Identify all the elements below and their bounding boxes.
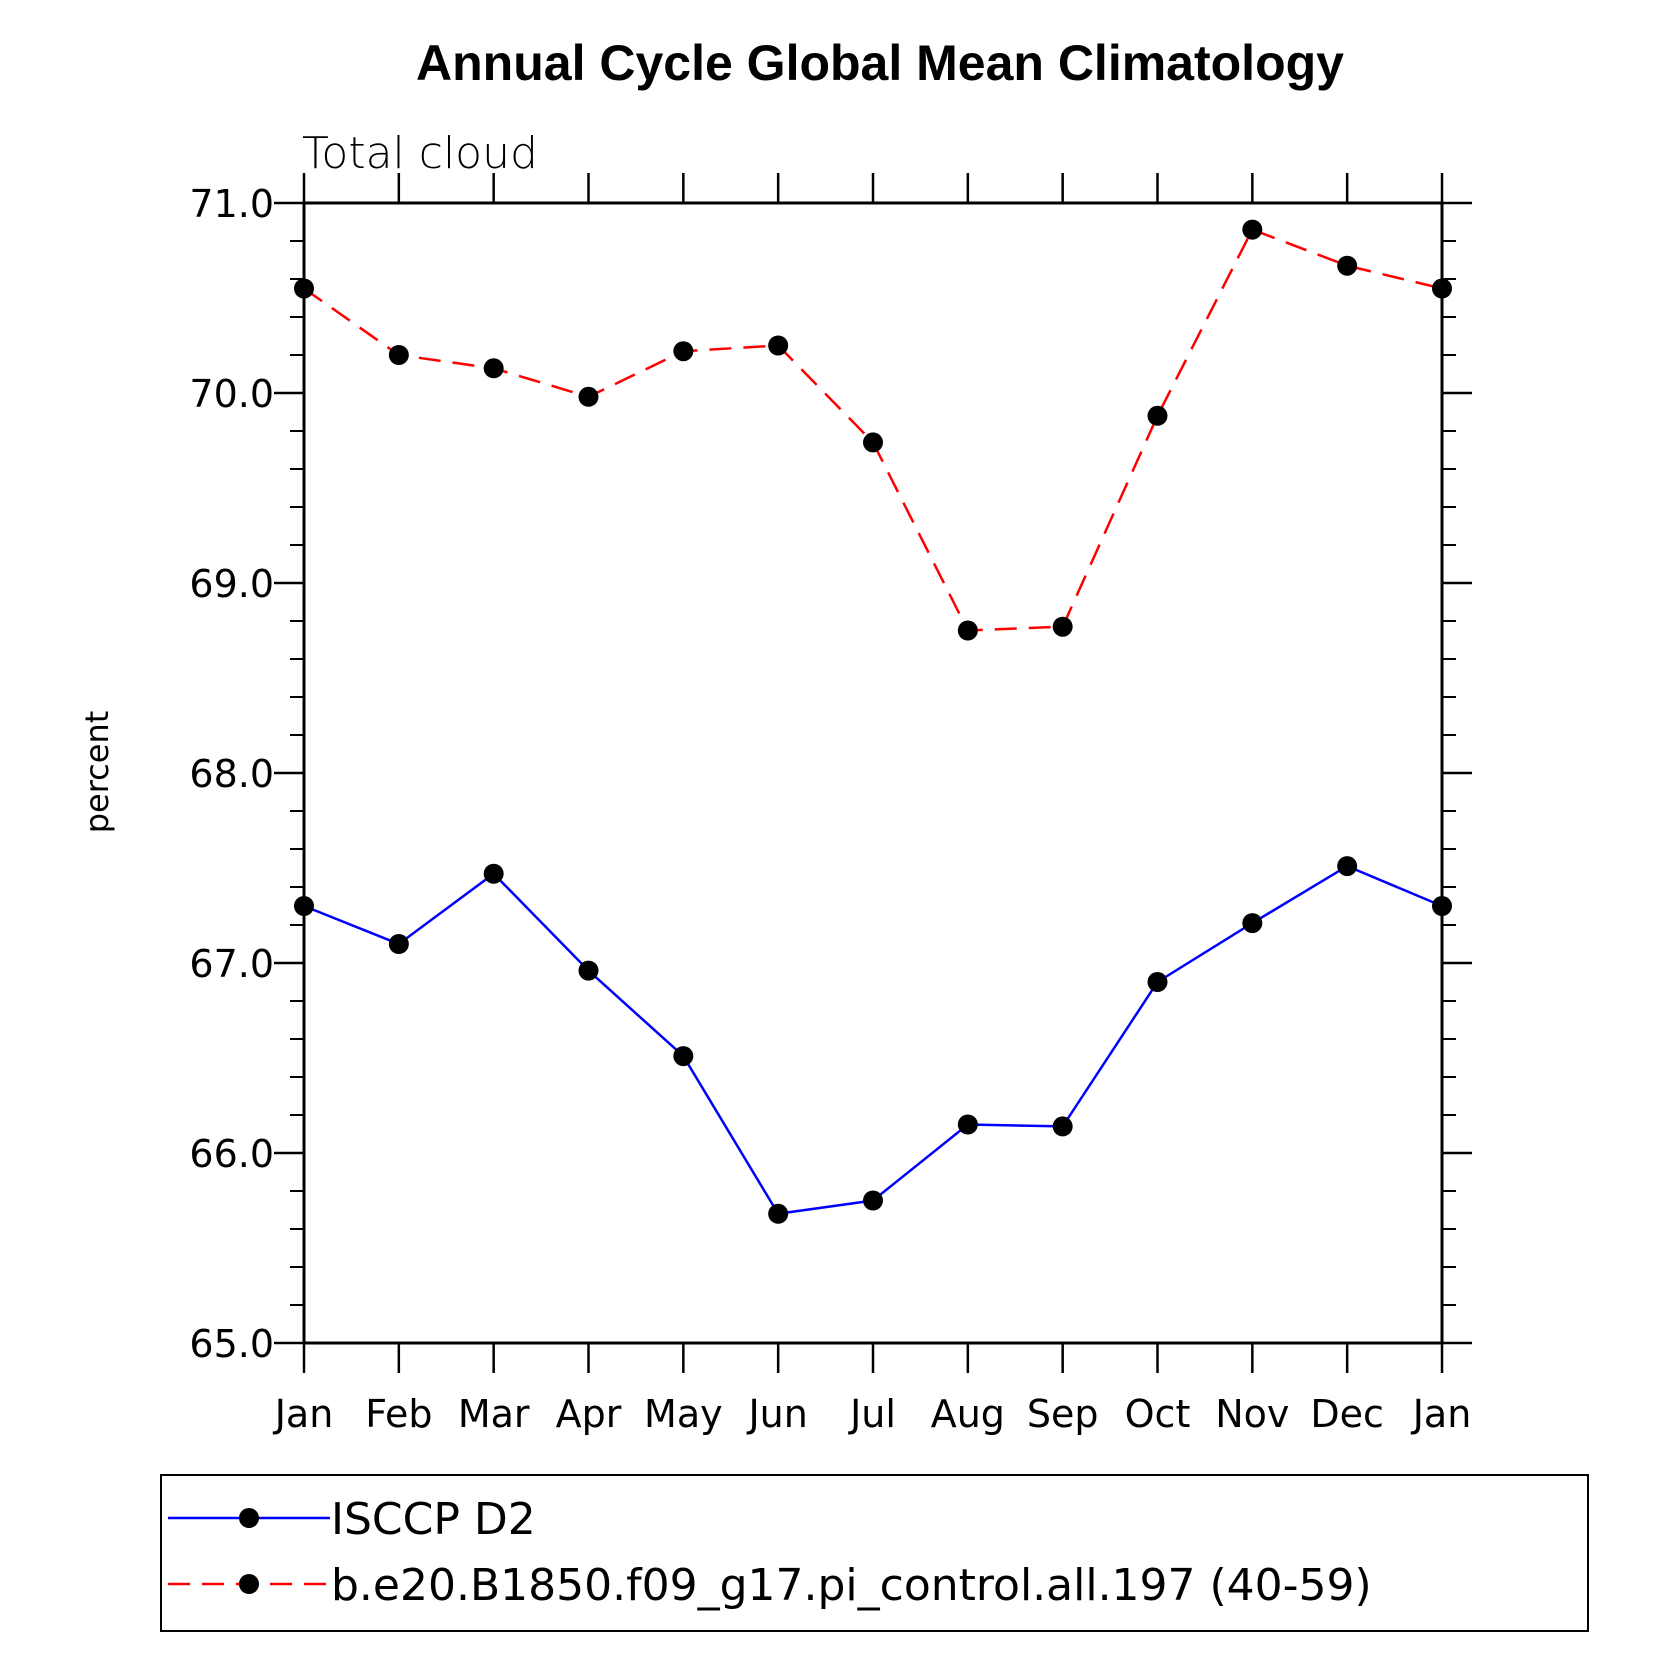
legend: ISCCP D2 b.e20.B1850.f09_g17.pi_control.… — [160, 1474, 1589, 1632]
y-tick-label: 68.0 — [189, 752, 274, 796]
y-tick-label: 66.0 — [189, 1132, 274, 1176]
data-point-series-0 — [1242, 913, 1263, 934]
data-point-series-0 — [388, 934, 409, 954]
y-tick-label: 71.0 — [189, 182, 274, 226]
data-point-series-1 — [768, 335, 789, 356]
legend-marker-series-1 — [239, 1574, 259, 1594]
data-point-series-1 — [294, 278, 314, 299]
data-point-series-1 — [1147, 405, 1168, 426]
y-tick-label: 69.0 — [189, 562, 274, 606]
data-point-series-0 — [294, 896, 314, 916]
data-point-series-1 — [957, 620, 978, 641]
y-tick-label: 65.0 — [189, 1322, 274, 1366]
data-point-series-1 — [578, 386, 599, 407]
axis-ticks — [274, 173, 1472, 1373]
data-point-series-0 — [863, 1190, 883, 1211]
data-point-series-1 — [483, 358, 504, 379]
data-point-series-0 — [1147, 972, 1168, 992]
x-tick-label: Nov — [1215, 1392, 1289, 1436]
data-point-series-0 — [578, 960, 599, 981]
y-axis-label: percent — [78, 711, 116, 834]
x-tick-label: Jun — [746, 1392, 807, 1436]
data-point-series-1 — [1242, 219, 1263, 240]
x-tick-label: Apr — [556, 1392, 622, 1436]
data-point-series-0 — [483, 863, 504, 884]
x-tick-label: Jan — [1411, 1392, 1472, 1436]
data-point-series-1 — [1432, 278, 1452, 299]
x-tick-label: May — [644, 1392, 723, 1436]
data-point-series-0 — [673, 1046, 694, 1067]
x-tick-label: Oct — [1125, 1392, 1191, 1436]
chart-subtitle: Total cloud — [302, 128, 538, 179]
data-point-series-1 — [673, 341, 694, 362]
y-tick-label: 67.0 — [189, 942, 274, 986]
tick-labels: Jan Feb Mar Apr May Jun Jul Aug Sep Oct Nov Dec Jan 6… — [189, 182, 1471, 1436]
legend-marker-series-0 — [239, 1508, 259, 1528]
x-tick-label: Jan — [273, 1392, 334, 1436]
legend-label-series-1: b.e20.B1850.f09_g17.pi_control.all.197 (… — [331, 1560, 1372, 1611]
data-point-series-0 — [957, 1114, 978, 1135]
data-point-series-0 — [1432, 896, 1452, 916]
y-tick-label: 70.0 — [189, 372, 274, 416]
data-point-series-0 — [1052, 1116, 1073, 1137]
chart-title: Annual Cycle Global Mean Climatology — [416, 35, 1344, 91]
data-point-series-1 — [1052, 616, 1073, 637]
plot-frame — [302, 201, 1444, 1345]
data-point-series-0 — [1337, 856, 1358, 877]
data-point-series-1 — [388, 345, 409, 365]
series-lines — [303, 228, 1443, 1216]
x-tick-label: Aug — [931, 1392, 1005, 1436]
legend-label-series-0: ISCCP D2 — [331, 1494, 536, 1545]
data-point-series-0 — [768, 1203, 789, 1224]
legend-box — [160, 1474, 1589, 1632]
x-tick-label: Feb — [365, 1392, 432, 1436]
x-tick-label: Mar — [458, 1392, 530, 1436]
series-line-1 — [303, 228, 1443, 632]
data-point-series-1 — [1337, 255, 1358, 276]
data-point-series-1 — [863, 432, 883, 453]
series-points — [294, 219, 1452, 1224]
x-tick-label: Sep — [1027, 1392, 1099, 1436]
x-tick-label: Jul — [848, 1392, 896, 1436]
series-line-0 — [303, 864, 1443, 1216]
x-tick-label: Dec — [1310, 1392, 1384, 1436]
